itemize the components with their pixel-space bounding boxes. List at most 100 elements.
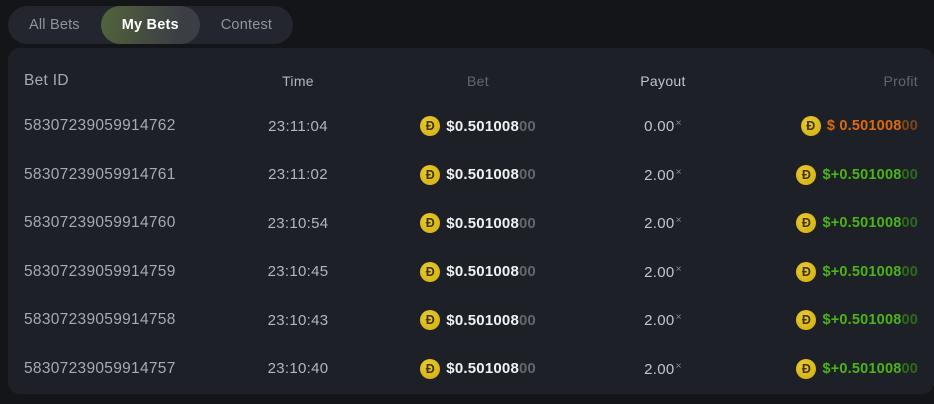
payout-multiplier: 2.00 [644,166,675,184]
bet-amount: $0.501008 [446,311,520,329]
bet-amount-trailing-zeros: 00 [519,311,536,329]
bet-amount: $0.501008 [446,214,520,232]
bet-time: 23:10:54 [267,214,329,232]
profit-cell: Đ $ 0.50100800 [718,116,918,137]
bet-amount: $0.501008 [446,360,520,378]
header-profit: Profit [883,73,918,89]
bet-amount-trailing-zeros: 00 [519,166,536,184]
profit-amount: 0.501008 [839,263,902,280]
dogecoin-icon: Đ [420,164,441,185]
bet-amount-trailing-zeros: 00 [519,117,536,135]
multiply-icon: × [675,117,682,130]
profit-cell: Đ $+0.50100800 [718,310,918,331]
dogecoin-icon: Đ [420,261,441,282]
payout-cell: 2.00× [608,214,718,232]
bets-table-panel: Bet ID Time Bet Payout Profit 5830723905… [8,48,934,394]
bet-amount-cell: Đ $0.50100800 [348,310,608,331]
dogecoin-icon: Đ [420,358,441,379]
table-header-row: Bet ID Time Bet Payout Profit [8,48,934,102]
bet-time: 23:10:40 [267,360,329,378]
dogecoin-icon: Đ [796,213,817,234]
dogecoin-icon: Đ [420,213,441,234]
profit-cell: Đ $+0.50100800 [718,213,918,234]
bet-id-value: 58307239059914762 [24,117,176,135]
payout-cell: 2.00× [608,360,718,378]
bet-time: 23:10:45 [267,263,329,281]
profit-cell: Đ $+0.50100800 [718,164,918,185]
payout-cell: 2.00× [608,263,718,281]
multiply-icon: × [675,165,682,178]
profit-amount: 0.501008 [839,118,902,135]
multiply-icon: × [675,262,682,275]
payout-cell: 0.00× [608,117,718,135]
multiply-icon: × [675,311,682,324]
header-bet: Bet [467,73,489,89]
profit-sign: $ [826,118,840,135]
bets-tab-bar: All Bets My Bets Contest [8,6,294,44]
tab-all-bets[interactable]: All Bets [29,17,80,33]
table-row[interactable]: 58307239059914757 23:10:40 Đ $0.50100800 … [8,345,934,394]
bet-time: 23:10:43 [267,311,329,329]
table-row[interactable]: 58307239059914759 23:10:45 Đ $0.50100800 … [8,248,934,297]
bet-amount-trailing-zeros: 00 [519,263,536,281]
dogecoin-icon: Đ [420,310,441,331]
bet-id-value: 58307239059914761 [24,165,176,183]
tab-my-bets[interactable]: My Bets [100,6,200,44]
bet-time: 23:11:04 [268,117,328,135]
payout-multiplier: 2.00 [644,312,675,330]
profit-amount: 0.501008 [839,215,902,232]
bet-id-value: 58307239059914760 [24,214,176,232]
profit-trailing-zeros: 00 [901,263,918,280]
profit-trailing-zeros: 00 [901,312,918,329]
profit-cell: Đ $+0.50100800 [718,358,918,379]
bet-amount-trailing-zeros: 00 [519,214,536,232]
payout-multiplier: 2.00 [644,263,675,281]
multiply-icon: × [675,214,682,227]
bet-amount-cell: Đ $0.50100800 [348,261,608,282]
profit-trailing-zeros: 00 [901,118,918,135]
dogecoin-icon: Đ [796,358,817,379]
bet-id-value: 58307239059914759 [24,262,176,280]
bet-time: 23:11:02 [268,166,328,184]
payout-multiplier: 2.00 [644,360,675,378]
bet-id-value: 58307239059914758 [24,311,176,329]
bet-amount: $0.501008 [446,166,520,184]
profit-sign: $+ [822,215,840,232]
bet-amount-cell: Đ $0.50100800 [348,358,608,379]
table-row[interactable]: 58307239059914760 23:10:54 Đ $0.50100800 … [8,199,934,248]
bet-amount: $0.501008 [446,263,520,281]
dogecoin-icon: Đ [796,164,817,185]
bet-amount-cell: Đ $0.50100800 [348,116,608,137]
profit-sign: $+ [822,312,840,329]
payout-multiplier: 0.00 [644,118,675,136]
profit-amount: 0.501008 [839,166,902,183]
tab-contest[interactable]: Contest [220,17,273,33]
table-row[interactable]: 58307239059914758 23:10:43 Đ $0.50100800 … [8,296,934,345]
profit-sign: $+ [822,166,840,183]
profit-amount: 0.501008 [839,312,902,329]
bet-amount-cell: Đ $0.50100800 [348,213,608,234]
profit-amount: 0.501008 [839,360,902,377]
payout-multiplier: 2.00 [644,215,675,233]
profit-sign: $+ [822,360,840,377]
dogecoin-icon: Đ [796,261,817,282]
table-row[interactable]: 58307239059914761 23:11:02 Đ $0.50100800 … [8,151,934,200]
profit-sign: $+ [822,263,840,280]
profit-cell: Đ $+0.50100800 [718,261,918,282]
table-row[interactable]: 58307239059914762 23:11:04 Đ $0.50100800 … [8,102,934,151]
bet-amount: $0.501008 [446,117,520,135]
multiply-icon: × [675,359,682,372]
payout-cell: 2.00× [608,166,718,184]
dogecoin-icon: Đ [796,310,817,331]
dogecoin-icon: Đ [420,116,441,137]
payout-cell: 2.00× [608,311,718,329]
dogecoin-icon: Đ [800,116,821,137]
profit-trailing-zeros: 00 [901,360,918,377]
header-time: Time [282,73,314,89]
bet-id-value: 58307239059914757 [24,359,176,377]
bet-amount-cell: Đ $0.50100800 [348,164,608,185]
profit-trailing-zeros: 00 [901,215,918,232]
header-bet-id: Bet ID [24,72,69,89]
bet-amount-trailing-zeros: 00 [519,360,536,378]
profit-trailing-zeros: 00 [901,166,918,183]
